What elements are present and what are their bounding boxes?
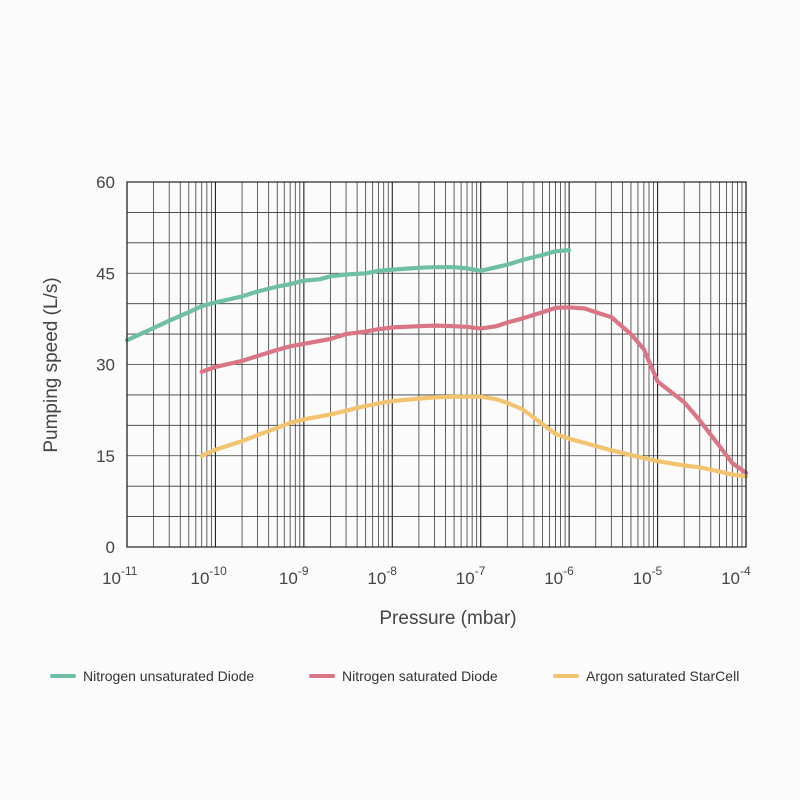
x-tick-base: 10: [633, 569, 652, 588]
x-tick-exponent: -11: [121, 564, 138, 578]
x-tick-exponent: -5: [652, 564, 663, 578]
x-tick-exponent: -7: [475, 564, 486, 578]
legend-label: Nitrogen saturated Diode: [342, 668, 498, 684]
x-tick-exponent: -4: [740, 564, 751, 578]
x-tick-base: 10: [279, 569, 298, 588]
series-line-3: [199, 394, 749, 479]
x-tick-label: 10 -11: [102, 564, 138, 588]
legend-item-argon-saturated-starcell: Argon saturated StarCell: [553, 668, 739, 684]
x-tick-label: 10 -10: [191, 564, 228, 588]
x-tick-label: 10 -5: [633, 564, 663, 588]
legend-item-nitrogen-saturated-diode: Nitrogen saturated Diode: [309, 668, 498, 684]
x-axis-title: Pressure (mbar): [379, 608, 516, 629]
legend-label: Nitrogen unsaturated Diode: [83, 668, 255, 684]
x-tick-exponent: -10: [209, 564, 227, 578]
x-tick-base: 10: [456, 569, 475, 588]
y-tick-label: 60: [96, 173, 115, 192]
x-tick-label: 10 -8: [367, 564, 397, 588]
plot-frame: [126, 181, 747, 548]
legend-label: Argon saturated StarCell: [586, 668, 740, 684]
x-tick-base: 10: [367, 569, 386, 588]
x-tick-label: 10 -9: [279, 564, 309, 588]
x-tick-label: 10 -4: [721, 564, 751, 588]
x-tick-base: 10: [721, 569, 740, 588]
x-tick-base: 10: [191, 569, 210, 588]
series-line-2: [199, 305, 749, 475]
legend-swatch: [553, 674, 579, 678]
x-tick-exponent: -8: [386, 564, 397, 578]
legend: Nitrogen unsaturated Diode Nitrogen satu…: [0, 668, 800, 690]
legend-swatch: [50, 674, 76, 678]
x-tick-label: 10 -6: [544, 564, 574, 588]
legend-swatch: [309, 674, 335, 678]
x-tick-label: 10 -7: [456, 564, 486, 588]
x-tick-base: 10: [544, 569, 563, 588]
y-tick-label: 15: [96, 447, 115, 466]
y-tick-label: 45: [96, 264, 115, 283]
series-lines: [124, 248, 749, 479]
y-tick-label: 0: [106, 538, 115, 557]
series-line-1: [124, 248, 572, 343]
y-axis-title: Pumping speed (L/s): [41, 277, 62, 452]
x-tick-base: 10: [102, 569, 121, 588]
x-tick-exponent: -9: [298, 564, 309, 578]
x-tick-exponent: -6: [563, 564, 574, 578]
y-tick-label: 30: [96, 356, 115, 375]
legend-item-nitrogen-unsaturated-diode: Nitrogen unsaturated Diode: [50, 668, 254, 684]
